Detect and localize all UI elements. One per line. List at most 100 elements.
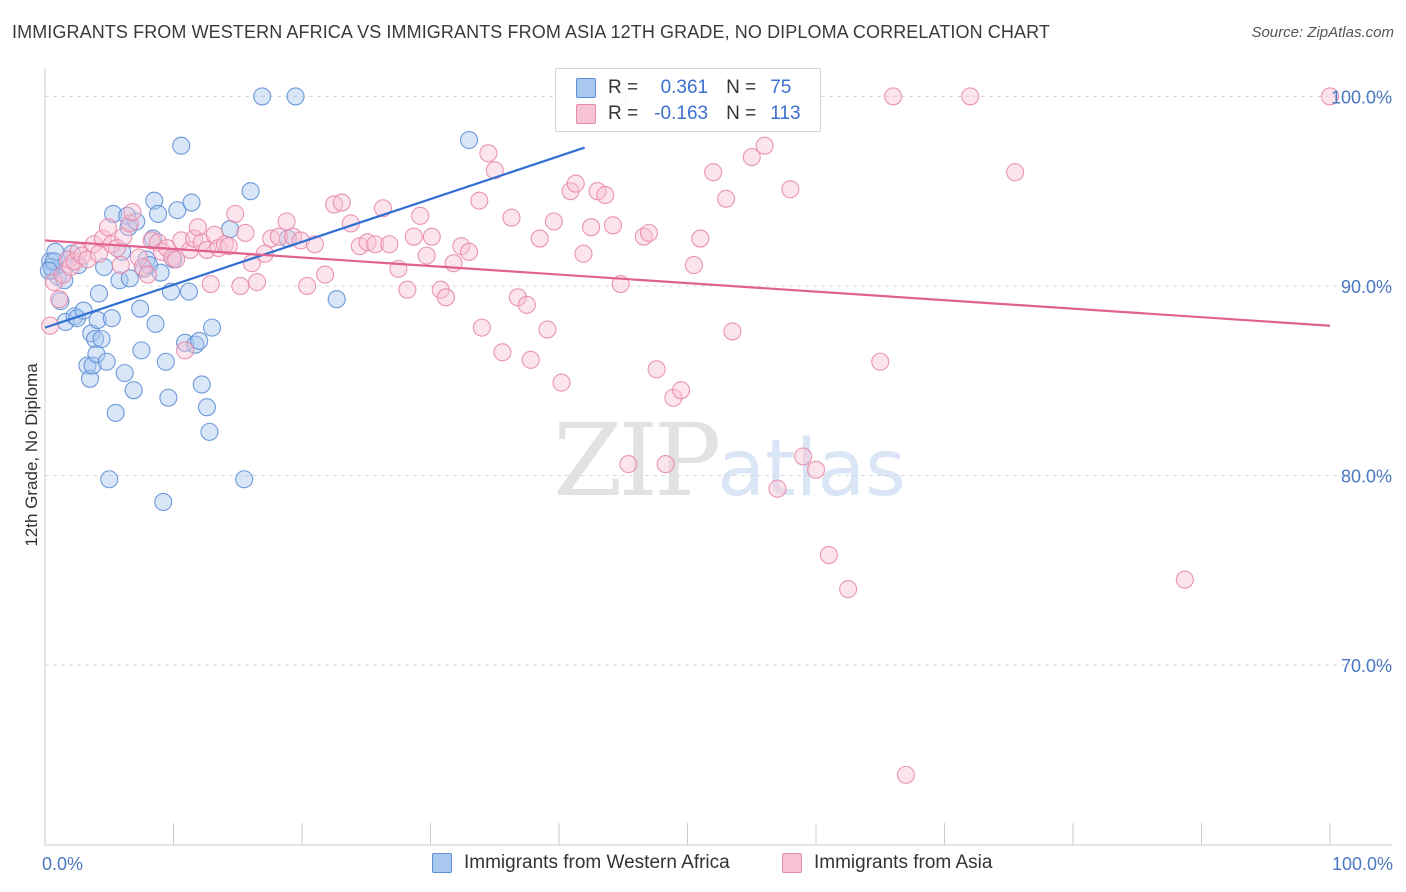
legend-label-asia: Immigrants from Asia <box>814 852 993 873</box>
legend-r-value: -0.163 <box>654 103 709 124</box>
data-point <box>961 87 980 106</box>
data-point <box>691 229 710 248</box>
data-point <box>656 455 675 474</box>
data-point <box>192 375 211 394</box>
data-point <box>226 204 245 223</box>
data-point <box>236 223 255 242</box>
data-point <box>277 212 296 231</box>
data-point <box>262 229 281 248</box>
legend-swatch-asia <box>576 104 596 124</box>
legend-r-label: R = <box>608 103 639 124</box>
source-label: Source: ZipAtlas.com <box>1251 24 1394 41</box>
trend-line-western-africa <box>44 146 586 329</box>
data-point <box>131 299 150 318</box>
data-point <box>723 322 742 341</box>
legend-item-asia[interactable]: Immigrants from Asia <box>782 852 992 874</box>
data-point <box>102 309 121 328</box>
data-point <box>596 185 615 205</box>
data-point <box>639 223 659 242</box>
data-point <box>247 273 267 292</box>
data-point <box>100 470 119 489</box>
data-point <box>380 235 399 254</box>
data-point <box>92 329 111 349</box>
data-point <box>366 235 385 254</box>
data-point <box>417 246 436 265</box>
data-point <box>159 388 178 407</box>
correlation-legend: R = 0.361 N = 75 R = -0.163 N = 113 <box>555 68 821 132</box>
data-point <box>80 369 100 388</box>
data-point <box>472 318 491 337</box>
data-point <box>316 265 335 284</box>
data-point <box>231 276 250 295</box>
legend-label-western-africa: Immigrants from Western Africa <box>464 852 730 873</box>
data-point <box>142 231 161 250</box>
data-point <box>182 193 201 212</box>
data-point <box>619 455 638 474</box>
y-tick-label: 90.0% <box>1341 277 1392 297</box>
data-point <box>146 314 165 333</box>
data-point <box>839 580 858 599</box>
data-point <box>896 765 916 784</box>
data-point <box>235 470 254 489</box>
data-point <box>179 282 198 301</box>
data-point <box>98 218 118 237</box>
data-point <box>89 244 109 263</box>
data-point <box>39 261 58 280</box>
data-point <box>190 331 209 350</box>
data-point <box>574 244 593 263</box>
data-point <box>470 191 489 210</box>
data-point <box>485 161 504 180</box>
legend-swatch-western-africa <box>432 853 452 873</box>
data-point <box>1006 163 1025 182</box>
data-point <box>1320 87 1340 106</box>
data-point <box>552 373 571 392</box>
data-point <box>398 280 417 299</box>
legend-n-value: 75 <box>770 77 792 98</box>
data-point <box>411 206 430 225</box>
legend-n-label: N = <box>726 77 757 98</box>
data-point <box>132 341 151 360</box>
data-point <box>768 479 787 498</box>
data-point <box>755 136 774 155</box>
data-point <box>104 204 123 223</box>
data-point <box>50 290 69 309</box>
data-point <box>566 174 585 193</box>
data-point <box>459 130 479 150</box>
data-point <box>176 341 195 360</box>
legend-row-western-africa: R = 0.361 N = 75 <box>576 76 791 100</box>
data-point <box>219 237 238 256</box>
data-point <box>200 422 219 441</box>
data-point <box>459 242 479 261</box>
data-point <box>647 360 666 379</box>
data-point <box>97 352 116 371</box>
data-point <box>203 318 222 337</box>
data-point <box>502 208 521 227</box>
data-point <box>493 343 512 362</box>
data-point <box>197 398 216 417</box>
y-tick-label: 100.0% <box>1331 87 1392 107</box>
data-point <box>332 193 351 212</box>
series-legend: Immigrants from Western Africa Immigrant… <box>0 852 1406 878</box>
trend-lines <box>44 146 1331 329</box>
data-point <box>819 545 838 565</box>
data-point <box>220 220 240 239</box>
data-point <box>65 307 84 326</box>
data-point <box>806 460 826 479</box>
data-point <box>742 148 761 167</box>
series-asia-points <box>41 87 1340 784</box>
chart-title: IMMIGRANTS FROM WESTERN AFRICA VS IMMIGR… <box>12 22 1050 42</box>
legend-n-value: 113 <box>770 103 801 124</box>
y-tick-label: 70.0% <box>1341 656 1392 676</box>
axes <box>44 68 1392 846</box>
data-point <box>1175 570 1194 589</box>
data-point <box>149 204 168 223</box>
data-point <box>167 250 186 269</box>
legend-swatch-asia <box>782 853 802 873</box>
data-point <box>106 403 125 422</box>
data-point <box>124 381 143 400</box>
data-point <box>86 329 105 349</box>
data-point <box>871 352 890 371</box>
legend-item-western-africa[interactable]: Immigrants from Western Africa <box>432 852 730 874</box>
data-point <box>517 295 536 314</box>
data-point <box>521 350 540 369</box>
